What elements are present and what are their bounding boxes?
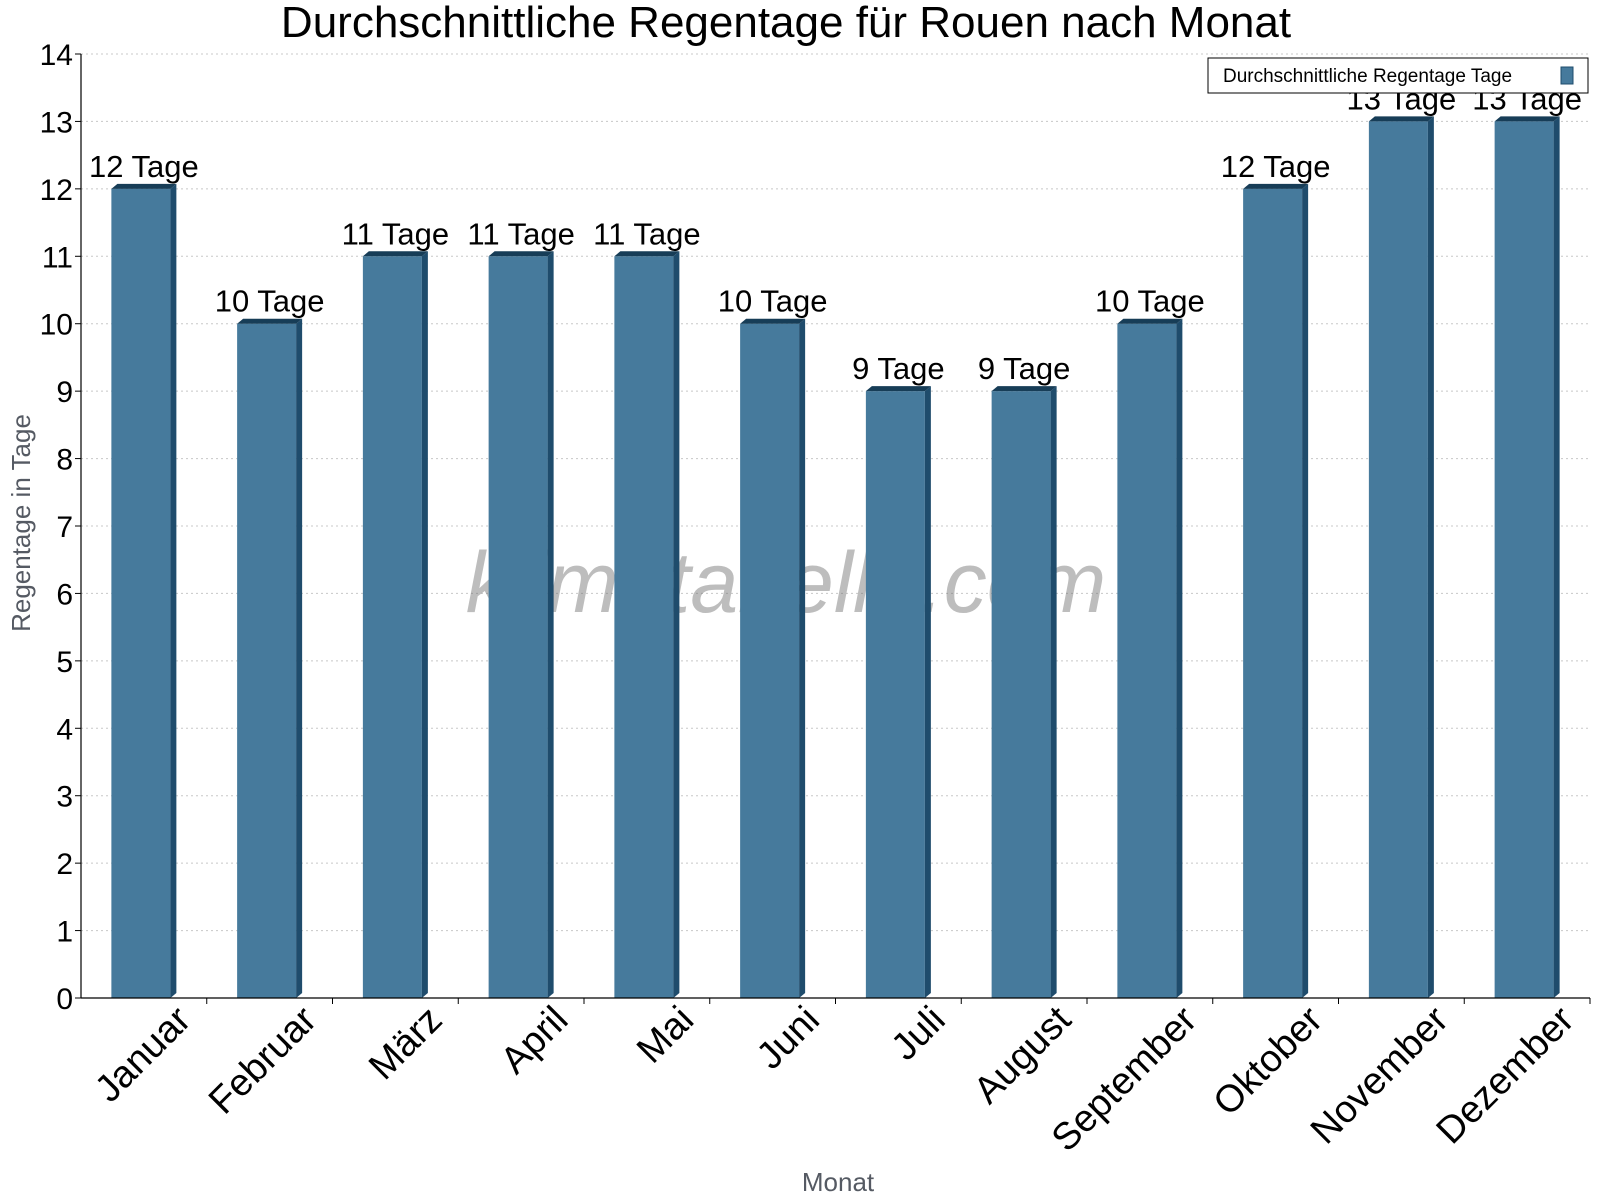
- bar-value-label: 11 Tage: [342, 216, 449, 251]
- y-tick-label: 0: [56, 983, 73, 1016]
- bar-value-labels: 12 Tage 10 Tage 11 Tage 11 Tage 11 Tage 10 Ta…: [89, 81, 1582, 386]
- x-category-label: August: [966, 998, 1080, 1112]
- gridlines: [81, 53, 1590, 932]
- bar-side: [673, 251, 680, 999]
- y-tick-label: 1: [56, 916, 73, 949]
- bar-face: [362, 256, 422, 998]
- bar-face: [740, 323, 800, 998]
- x-category-label: Dezember: [1429, 998, 1583, 1152]
- bar-side: [296, 318, 303, 998]
- bar-face: [111, 188, 171, 998]
- bar-top: [1117, 318, 1183, 324]
- bar-top: [614, 251, 680, 257]
- bar-face: [237, 323, 297, 998]
- y-tick-label: 13: [40, 106, 73, 139]
- bar-side: [924, 386, 931, 999]
- bar-april: [488, 251, 554, 999]
- y-tick-label: 9: [56, 376, 73, 409]
- bar-value-label: 11 Tage: [467, 216, 574, 251]
- bar-top: [1368, 116, 1434, 122]
- bar-top: [1494, 116, 1560, 122]
- y-tick-label: 4: [56, 713, 73, 746]
- y-tick-label: 5: [56, 646, 73, 679]
- x-axis-title: Monat: [802, 1167, 875, 1197]
- bar-side: [799, 318, 806, 998]
- bar-top: [1243, 183, 1309, 189]
- bar-side: [1302, 183, 1309, 998]
- bar-top: [237, 318, 303, 324]
- x-category-label: Januar: [87, 998, 199, 1110]
- bar-oktober: [1243, 183, 1309, 998]
- bar-mai: [614, 251, 680, 999]
- x-category-label: Mai: [629, 999, 702, 1072]
- bar-dezember: [1494, 116, 1560, 998]
- y-tick-label: 8: [56, 444, 73, 477]
- x-category-label: März: [361, 999, 450, 1088]
- bar-top: [991, 386, 1057, 392]
- bar-top: [488, 251, 554, 257]
- bar-november: [1368, 116, 1434, 998]
- bar-märz: [362, 251, 428, 999]
- y-tick-label: 12: [40, 174, 73, 207]
- y-tick-label: 2: [56, 848, 73, 881]
- bar-value-label: 10 Tage: [215, 284, 325, 319]
- bar-value-label: 10 Tage: [1095, 284, 1205, 319]
- bar-januar: [111, 183, 177, 998]
- legend: Durchschnittliche Regentage Tage: [1207, 57, 1589, 94]
- bar-value-label: 9 Tage: [852, 351, 945, 386]
- x-category-label: Juli: [884, 999, 954, 1069]
- x-category-label: Februar: [201, 998, 325, 1122]
- legend-box: [1207, 57, 1589, 94]
- legend-label: Durchschnittliche Regentage Tage: [1223, 66, 1512, 87]
- x-category-label: Juni: [749, 999, 828, 1078]
- bar-top: [865, 386, 931, 392]
- y-tick-label: 6: [56, 578, 73, 611]
- bar-face: [1117, 323, 1177, 998]
- legend-swatch: [1560, 66, 1574, 85]
- bar-top: [362, 251, 428, 257]
- bar-side: [1050, 386, 1057, 999]
- bar-side: [1427, 116, 1434, 998]
- bar-face: [865, 391, 925, 999]
- x-category-label: Oktober: [1206, 998, 1332, 1124]
- bar-juni: [740, 318, 806, 998]
- chart-title: Durchschnittliche Regentage für Rouen na…: [281, 0, 1291, 47]
- x-category-label: November: [1303, 998, 1457, 1152]
- bar-juli: [865, 386, 931, 999]
- bar-august: [991, 386, 1057, 999]
- y-tick-label: 11: [42, 241, 73, 274]
- bar-side: [421, 251, 428, 999]
- bar-value-label: 10 Tage: [718, 284, 828, 319]
- bar-face: [614, 256, 674, 998]
- bar-face: [488, 256, 548, 998]
- y-axis-title: Regentage in Tage: [6, 414, 36, 632]
- bar-value-label: 12 Tage: [1221, 149, 1331, 184]
- y-tick-label: 14: [40, 39, 73, 72]
- bar-side: [547, 251, 554, 999]
- bar-face: [1494, 121, 1554, 998]
- bar-value-label: 9 Tage: [978, 351, 1071, 386]
- bar-februar: [237, 318, 303, 998]
- bar-value-label: 11 Tage: [593, 216, 700, 251]
- bar-face: [991, 391, 1051, 999]
- bar-side: [170, 183, 177, 998]
- bar-top: [740, 318, 806, 324]
- bar-september: [1117, 318, 1183, 998]
- bar-top: [111, 183, 177, 189]
- bar-side: [1176, 318, 1183, 998]
- x-category-label: April: [493, 999, 576, 1082]
- bar-face: [1368, 121, 1428, 998]
- bar-side: [1553, 116, 1560, 998]
- bars: [111, 116, 1560, 999]
- bar-face: [1243, 188, 1303, 998]
- y-tick-label: 7: [56, 511, 73, 544]
- y-tick-label: 10: [40, 309, 73, 342]
- y-tick-label: 3: [56, 781, 73, 814]
- bar-value-label: 12 Tage: [89, 149, 199, 184]
